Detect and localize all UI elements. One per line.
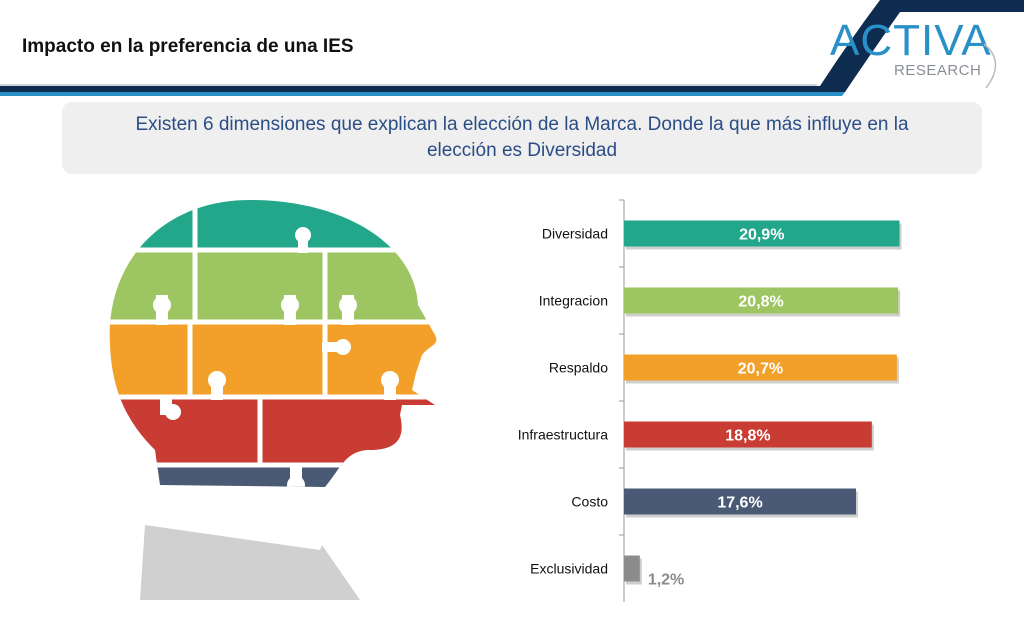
- value-label-costo: 17,6%: [717, 495, 762, 512]
- head-puzzle-illustration: [109, 200, 437, 600]
- category-label-integracion: Integracion: [539, 293, 608, 309]
- bar-chart: Diversidad 20,9% Integracion 20,8% Respaldo 2…: [518, 199, 902, 602]
- category-label-diversidad: Diversidad: [542, 226, 608, 242]
- bar-diversidad: [624, 220, 900, 247]
- brand-logo: ACTIVA RESEARCH: [826, 12, 1006, 92]
- bar-infraestructura: [624, 421, 872, 448]
- header-swoosh: [0, 0, 1024, 96]
- value-label-infraestructura: 18,8%: [725, 428, 770, 445]
- logo-subtitle: RESEARCH: [894, 62, 982, 79]
- logo-wordmark: ACTIVA: [830, 16, 992, 65]
- bar-respaldo: [624, 354, 897, 381]
- value-label-exclusividad: 1,2%: [648, 572, 684, 589]
- value-label-diversidad: 20,9%: [739, 227, 784, 244]
- bar-integracion: [624, 287, 899, 314]
- category-label-exclusividad: Exclusividad: [530, 561, 608, 577]
- category-label-costo: Costo: [571, 494, 608, 510]
- value-label-respaldo: 20,7%: [738, 361, 783, 378]
- bar-exclusividad: [624, 555, 640, 582]
- headline-text: Existen 6 dimensiones que explican la el…: [135, 114, 909, 161]
- category-label-infraestructura: Infraestructura: [518, 427, 608, 443]
- page-title: Impacto en la preferencia de una IES: [22, 36, 354, 57]
- category-label-respaldo: Respaldo: [549, 360, 608, 376]
- bar-costo: [624, 488, 856, 515]
- value-label-integracion: 20,8%: [738, 294, 783, 311]
- logo-arc-icon: [983, 43, 997, 89]
- headline-box: Existen 6 dimensiones que explican la el…: [62, 102, 982, 174]
